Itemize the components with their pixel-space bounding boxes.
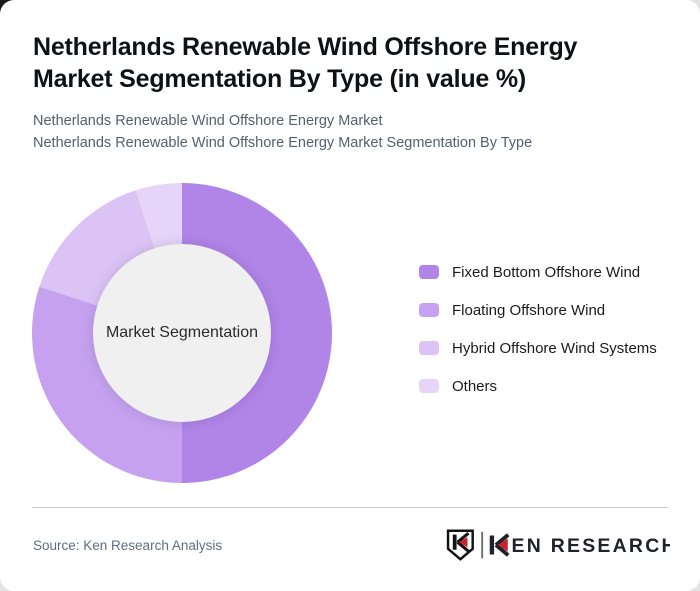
subtitle-line1: Netherlands Renewable Wind Offshore Ener… (33, 113, 383, 129)
page-title-line2: Market Segmentation By Type (in value %) (33, 65, 527, 93)
footer-divider (32, 507, 668, 508)
logo-wordmark: EN RESEARCH (489, 533, 670, 557)
ken-research-shield-icon (446, 529, 474, 561)
ken-research-logo: EN RESEARCH (444, 527, 670, 563)
legend-swatch (419, 341, 439, 355)
legend-label: Others (452, 377, 498, 395)
logo-wordmark-text: EN RESEARCH (512, 535, 670, 557)
subtitle-line2: Netherlands Renewable Wind Offshore Ener… (33, 135, 533, 151)
donut-chart-svg (32, 183, 332, 483)
legend-item: Others (419, 374, 657, 398)
legend-item: Fixed Bottom Offshore Wind (419, 260, 657, 284)
legend-label: Fixed Bottom Offshore Wind (452, 263, 641, 281)
legend-swatch (419, 379, 439, 393)
page-title: Netherlands Renewable Wind Offshore Ener… (33, 31, 653, 95)
legend-label: Floating Offshore Wind (452, 301, 606, 319)
legend-item: Floating Offshore Wind (419, 298, 657, 322)
legend-item: Hybrid Offshore Wind Systems (419, 336, 657, 360)
donut-chart: Market Segmentation (32, 183, 332, 483)
logo-separator (481, 531, 484, 559)
subtitle: Netherlands Renewable Wind Offshore Ener… (33, 110, 673, 154)
chart-legend: Fixed Bottom Offshore Wind Floating Offs… (419, 260, 657, 412)
legend-label: Hybrid Offshore Wind Systems (452, 339, 657, 357)
ken-research-logo-svg: EN RESEARCH (446, 529, 670, 561)
legend-swatch (419, 303, 439, 317)
legend-swatch (419, 265, 439, 279)
page-title-line1: Netherlands Renewable Wind Offshore Ener… (33, 33, 578, 61)
source-text: Source: Ken Research Analysis (33, 538, 223, 553)
donut-hole (93, 244, 271, 422)
